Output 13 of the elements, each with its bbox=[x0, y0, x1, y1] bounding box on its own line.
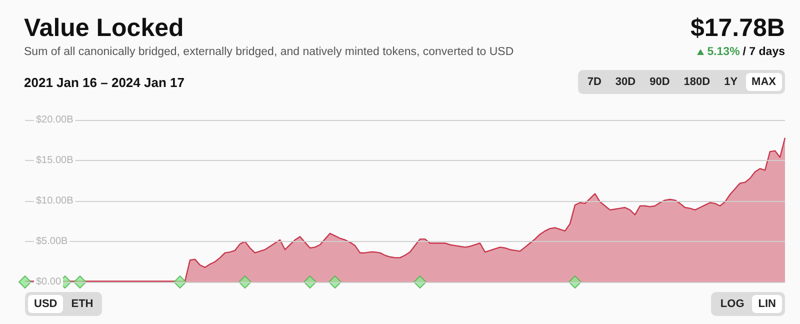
button-group: LOG LIN bbox=[711, 292, 785, 316]
chart-title: Value Locked bbox=[24, 14, 184, 43]
button-group: USD ETH bbox=[25, 292, 102, 316]
text: / 7 days bbox=[742, 46, 785, 58]
text: $17.78B bbox=[690, 14, 785, 43]
chart-subtitle: Sum of all canonically bridged, externally bridged, and natively minted tokens, converted to USD bbox=[24, 46, 514, 58]
text: 5.13% bbox=[707, 46, 740, 58]
y-tick-label: $15.00B bbox=[36, 155, 74, 166]
button-group: 7D 30D 90D 180D 1Y MAX bbox=[578, 70, 785, 94]
y-tick-label: $20.00B bbox=[36, 114, 74, 126]
y-tick-label: $5.00B bbox=[36, 236, 68, 247]
y-tick-label: $10.00B bbox=[36, 196, 74, 206]
text: 2021 Jan 16 – 2024 Jan 17 bbox=[24, 75, 184, 90]
